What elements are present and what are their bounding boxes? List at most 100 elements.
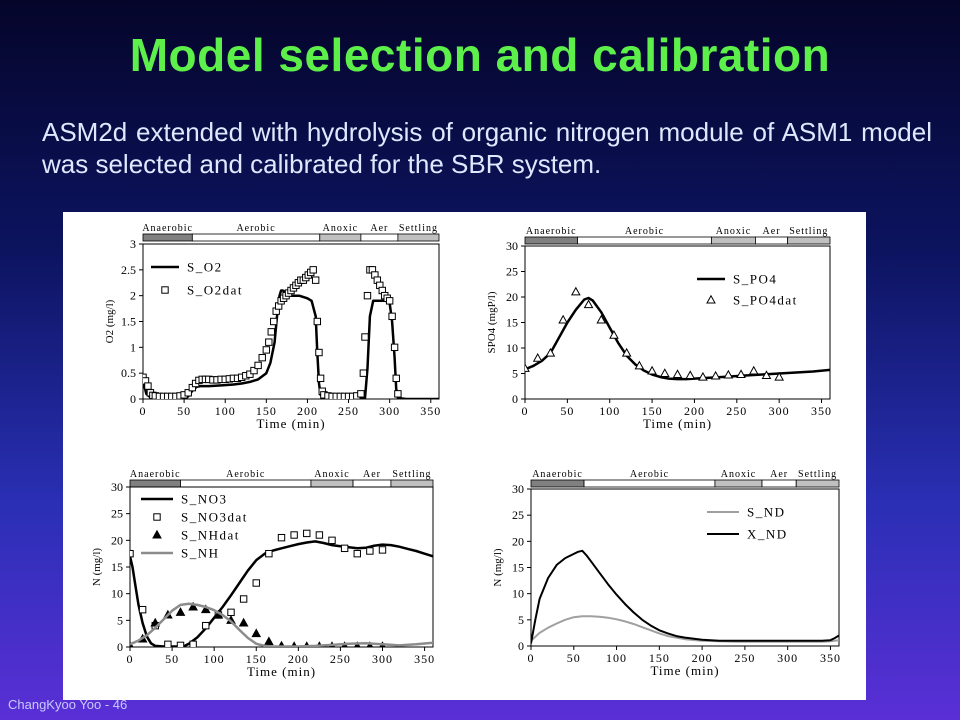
y-tick-label: 10: [111, 587, 123, 601]
x-tick-label: 200: [692, 651, 713, 665]
slide-title: Model selection and calibration: [129, 29, 831, 81]
y-tick-label: 2.5: [121, 263, 136, 277]
data-point: [609, 330, 619, 339]
y-tick-label: 15: [512, 561, 524, 575]
x-tick-label: 150: [649, 651, 670, 665]
data-point: [748, 365, 759, 375]
x-tick-label: 50: [165, 652, 179, 666]
legend-label: S_NHdat: [181, 528, 240, 543]
y-tick-label: 25: [111, 507, 123, 521]
data-point: [558, 314, 568, 324]
y-tick-label: 10: [506, 341, 518, 355]
data-point: [361, 333, 369, 341]
phase-bar: Anaerobic Aerobic Anoxic Aer Settling: [530, 469, 840, 488]
data-point: [130, 640, 134, 647]
data-point: [309, 266, 317, 274]
x-tick-label: 300: [769, 404, 790, 418]
data-point: [264, 636, 274, 646]
data-point: [659, 368, 670, 377]
y-tick-label: 15: [506, 316, 518, 330]
phase-label: Settling: [798, 469, 837, 480]
legend-label: S_NH: [181, 546, 220, 561]
phase-segment: [583, 479, 716, 488]
data-point: [378, 546, 387, 554]
data-area: [531, 549, 839, 644]
data-point: [634, 360, 645, 370]
data-point: [184, 389, 192, 397]
data-point: [672, 369, 683, 379]
data-point: [189, 640, 197, 647]
x-tick-label: 200: [288, 652, 309, 666]
phase-label: Settling: [399, 223, 438, 234]
legend-swatch: [153, 513, 161, 521]
data-area: [143, 266, 439, 399]
phase-bar: Anaerobic Aerobic Anoxic Aer Settling: [142, 223, 440, 242]
legend: S_PO4 S_PO4dat: [697, 272, 798, 308]
y-tick-label: 5: [518, 613, 524, 627]
legend-label: S_PO4dat: [733, 293, 798, 308]
x-axis-label: Time (min): [643, 416, 712, 431]
y-tick-label: 20: [111, 533, 123, 547]
legend-swatch: [706, 294, 716, 304]
x-tick-label: 150: [256, 404, 277, 418]
y-tick-label: 5: [512, 367, 518, 381]
phase-label: Anoxic: [721, 469, 756, 480]
phase-segment: [761, 479, 797, 488]
data-point: [710, 370, 721, 380]
data-area: [525, 286, 830, 381]
phase-label: Aerobic: [630, 469, 669, 480]
data-point: [315, 348, 323, 357]
phase-label: Anaerobic: [130, 469, 181, 480]
y-tick-label: 10: [512, 587, 524, 601]
data-point: [340, 544, 349, 553]
x-axis-label: Time (min): [650, 663, 719, 678]
data-point: [390, 343, 399, 352]
x-axis-label: Time (min): [247, 664, 316, 679]
x-tick-label: 100: [606, 651, 627, 665]
data-point: [138, 605, 147, 614]
phase-segment: [352, 479, 392, 488]
phase-segment: [142, 233, 193, 242]
phase-segment: [191, 233, 321, 242]
phase-label: Anaerobic: [532, 469, 583, 480]
phase-label: Aerobic: [625, 226, 664, 237]
legend: S_O2 S_O2dat: [151, 260, 242, 298]
y-tick-label: 1: [130, 340, 136, 354]
data-point: [265, 338, 273, 346]
legend-label: S_NO3: [181, 492, 228, 507]
data-point: [238, 617, 249, 627]
data-point: [176, 641, 185, 647]
slide-footer: ChangKyoo Yoo - 46: [8, 697, 128, 712]
y-tick-label: 20: [506, 290, 518, 304]
x-tick-label: 50: [567, 651, 581, 665]
x-tick-label: 250: [734, 651, 755, 665]
y-axis-label: N (mg/l): [91, 548, 103, 587]
data-point: [270, 317, 278, 326]
data-point: [328, 536, 336, 545]
y-tick-label: 3: [130, 237, 136, 251]
series-line-x-nd: [531, 549, 839, 644]
y-tick-label: 15: [111, 560, 123, 574]
phase-label: Aer: [370, 223, 388, 234]
data-point: [303, 529, 311, 538]
legend-swatch: [161, 286, 169, 294]
chart-o2: Anaerobic Aerobic Anoxic Aer Settling 0 50 100 1…: [104, 223, 440, 431]
data-point: [258, 353, 266, 362]
phase-segment: [319, 233, 362, 242]
data-point: [262, 346, 271, 354]
data-point: [290, 531, 298, 539]
y-tick-label: 30: [512, 482, 524, 496]
series-line-s-no3: [130, 540, 433, 647]
phase-label: Anoxic: [323, 223, 358, 234]
y-tick-label: 20: [512, 534, 524, 548]
data-point: [723, 369, 734, 379]
phase-segment: [710, 236, 756, 245]
x-tick-label: 350: [811, 404, 832, 418]
data-point: [532, 352, 543, 362]
data-point: [685, 370, 696, 380]
data-point: [392, 374, 400, 383]
y-tick-label: 30: [506, 239, 518, 253]
data-point: [313, 317, 322, 326]
data-point: [239, 595, 248, 603]
